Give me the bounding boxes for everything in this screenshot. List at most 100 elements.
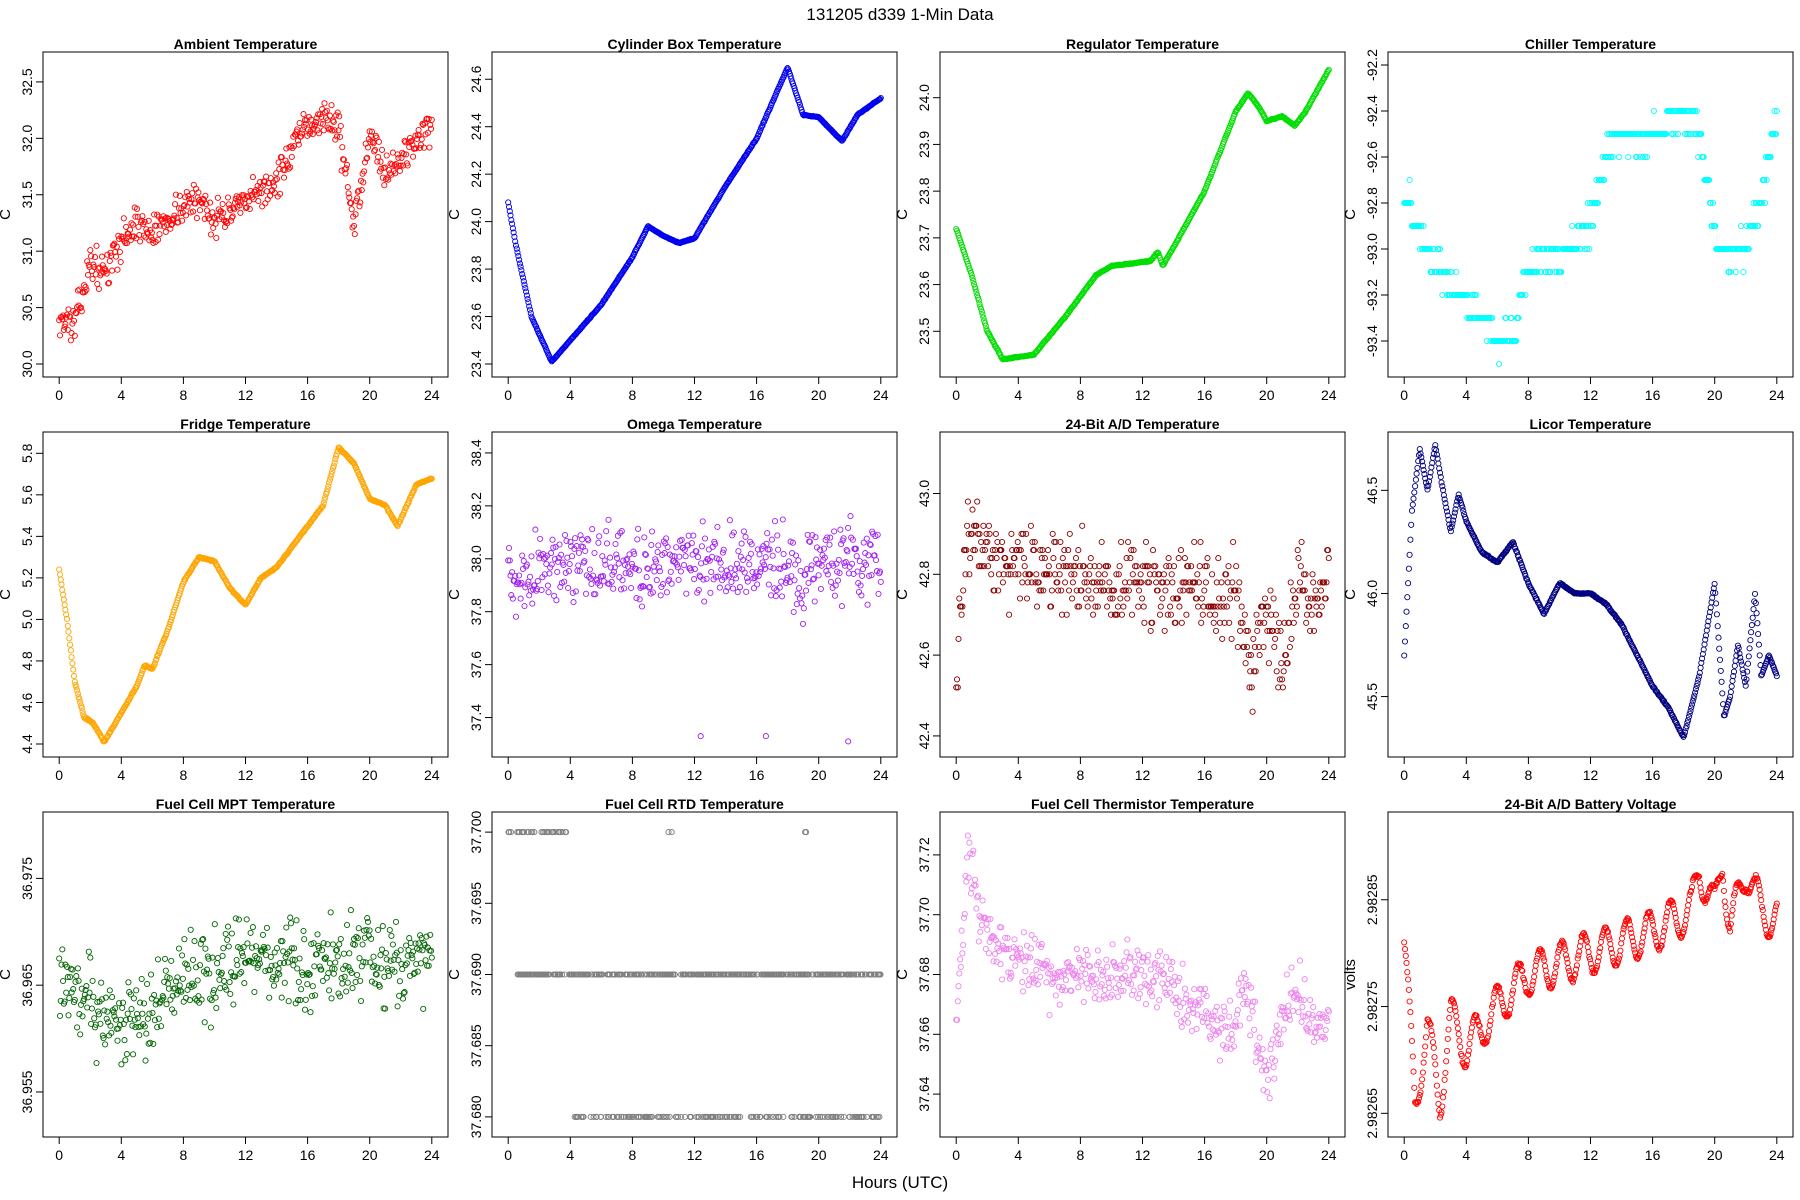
data-point: [177, 987, 184, 994]
panel-title: Fuel Cell RTD Temperature: [605, 796, 784, 812]
data-point: [775, 546, 782, 553]
data-point: [63, 989, 70, 996]
y-tick-label: 46.5: [1364, 477, 1380, 504]
data-point: [866, 572, 873, 579]
data-point: [87, 954, 94, 961]
data-point: [241, 980, 248, 987]
data-point: [517, 595, 524, 602]
data-point: [515, 971, 522, 978]
data-point: [797, 567, 804, 574]
data-point: [230, 1001, 237, 1008]
plot-frame: [491, 51, 898, 378]
data-point: [712, 573, 719, 580]
data-point: [227, 990, 234, 998]
data-point: [1754, 620, 1761, 627]
data-point: [720, 546, 727, 553]
data-point: [341, 973, 348, 980]
data-point: [1751, 222, 1759, 230]
data-point: [210, 214, 218, 221]
data-point: [992, 530, 999, 537]
data-point: [1306, 603, 1313, 610]
data-point: [1160, 571, 1167, 578]
data-point: [105, 280, 112, 287]
data-point: [268, 962, 275, 969]
data-point: [830, 562, 837, 569]
data-point: [606, 971, 613, 978]
data-point: [566, 561, 573, 568]
data-point: [642, 551, 649, 558]
data-point: [202, 192, 209, 199]
data-point: [1125, 538, 1132, 546]
data-point: [570, 599, 577, 606]
data-point: [982, 322, 989, 329]
y-axis-label: C: [446, 209, 463, 220]
data-point: [705, 971, 712, 978]
data-point: [56, 566, 63, 573]
data-point: [538, 586, 545, 594]
data-point: [1224, 579, 1231, 586]
plot-frame: [42, 51, 449, 378]
data-point: [683, 590, 690, 597]
data-point: [1280, 668, 1287, 675]
data-point: [1157, 603, 1164, 610]
data-point: [1092, 603, 1099, 610]
data-point: [963, 547, 970, 554]
data-point: [1206, 611, 1213, 618]
data-point: [95, 285, 102, 293]
data-point: [251, 988, 258, 996]
data-point: [294, 997, 302, 1004]
data-point: [214, 960, 221, 967]
data-point: [1401, 652, 1408, 659]
data-point: [191, 938, 198, 945]
data-point: [336, 113, 343, 120]
panel-title: Cylinder Box Temperature: [607, 36, 781, 52]
data-point: [1442, 500, 1449, 507]
data-point: [287, 920, 295, 927]
data-point: [1111, 587, 1118, 594]
data-point: [610, 568, 618, 575]
data-point: [162, 967, 169, 974]
data-point: [123, 240, 130, 247]
data-point: [243, 916, 250, 923]
x-tick-label: 0: [1400, 767, 1408, 783]
data-point: [748, 541, 755, 548]
series-points: [505, 513, 884, 745]
data-point: [1748, 622, 1755, 629]
data-point: [873, 557, 880, 564]
data-point: [272, 962, 279, 969]
x-tick-label: 12: [1135, 767, 1151, 783]
data-point: [203, 200, 210, 208]
data-point: [161, 978, 168, 985]
data-point: [741, 569, 748, 576]
data-point: [1289, 121, 1297, 128]
data-point: [267, 953, 274, 960]
data-point: [1071, 571, 1078, 578]
plot-frame: [939, 431, 1346, 758]
data-point: [406, 935, 413, 942]
data-point: [1534, 268, 1541, 276]
data-point: [1417, 450, 1424, 457]
data-point: [1051, 571, 1059, 578]
panel-title: Ambient Temperature: [174, 36, 318, 52]
data-point: [103, 270, 110, 277]
data-point: [1048, 603, 1055, 610]
data-point: [1249, 708, 1256, 715]
data-point: [519, 274, 527, 281]
data-point: [354, 195, 361, 202]
data-point: [378, 946, 386, 953]
data-point: [559, 829, 566, 836]
data-point: [857, 582, 864, 589]
data-point: [1167, 603, 1174, 610]
data-point: [526, 573, 534, 580]
data-point: [159, 639, 166, 647]
data-point: [756, 551, 763, 558]
data-point: [1038, 555, 1045, 562]
data-point: [1268, 611, 1275, 618]
y-tick-label: -92.4: [1364, 95, 1380, 127]
x-tick-label: 12: [238, 1147, 254, 1163]
data-point: [360, 958, 367, 965]
data-point: [544, 829, 551, 836]
data-point: [291, 945, 298, 952]
data-point: [1240, 643, 1248, 651]
data-point: [1547, 268, 1554, 276]
